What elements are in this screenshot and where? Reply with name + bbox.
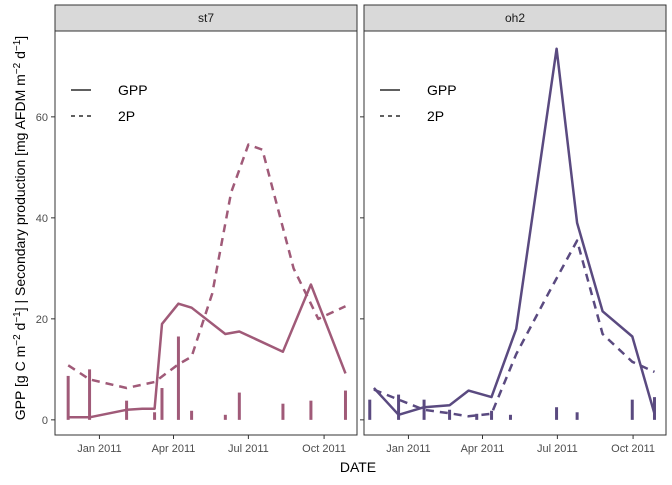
panel-border xyxy=(54,30,358,436)
series-line-2p xyxy=(373,239,656,418)
y-tick-label: 40 xyxy=(36,213,48,225)
panel-oh2: oh2 Jan 2011 Apr 2011 Jul 2011 Oct 2011 GPP 2P xyxy=(360,4,667,455)
y-axis-title-part: −1 xyxy=(12,311,23,323)
legend-label-2p: 2P xyxy=(118,108,135,124)
x-tick-label: Jan 2011 xyxy=(77,443,121,455)
x-axis-title: DATE xyxy=(340,459,376,475)
x-tick-label: Oct 2011 xyxy=(611,443,655,455)
series-line-gpp xyxy=(372,47,656,417)
y-axis-title-part: ] xyxy=(12,36,28,40)
y-axis-title-part: d xyxy=(12,51,28,63)
panel-strip-label: st7 xyxy=(198,11,214,25)
legend-label-2p: 2P xyxy=(427,108,444,124)
legend-label-gpp: GPP xyxy=(427,82,457,98)
x-tick-label: Oct 2011 xyxy=(302,443,346,455)
y-axis-title-part: ] | Secondary production [mg AFDM m xyxy=(12,74,28,311)
y-axis-title-part: GPP [g C m xyxy=(12,346,28,420)
y-axis-title-part: d xyxy=(12,323,28,335)
y-axis-title: GPP [g C m−2 d−1] | Secondary production… xyxy=(12,36,29,420)
series-line-2p xyxy=(67,143,347,390)
y-tick-label: 20 xyxy=(36,314,48,326)
y-axis-title-part: −1 xyxy=(12,39,23,51)
x-tick-label: Apr 2011 xyxy=(152,443,196,455)
x-tick-label: Jan 2011 xyxy=(386,443,430,455)
y-tick-label: 0 xyxy=(42,415,48,427)
legend-label-gpp: GPP xyxy=(118,82,148,98)
series-line-gpp xyxy=(68,283,347,419)
x-tick-label: Jul 2011 xyxy=(228,443,269,455)
x-tick-label: Apr 2011 xyxy=(461,443,505,455)
y-tick-label: 60 xyxy=(36,112,48,124)
panel-st7: st7 0 20 40 60 Jan 2011 Apr 2011 Jul 2011 Oct 20… xyxy=(36,4,358,455)
y-axis-title-part: −2 xyxy=(12,334,23,346)
panel-strip-label: oh2 xyxy=(505,11,525,25)
panel-border xyxy=(363,30,667,436)
y-axis-title-part: −2 xyxy=(12,62,23,74)
x-tick-label: Jul 2011 xyxy=(537,443,578,455)
panel-strip xyxy=(54,4,358,32)
